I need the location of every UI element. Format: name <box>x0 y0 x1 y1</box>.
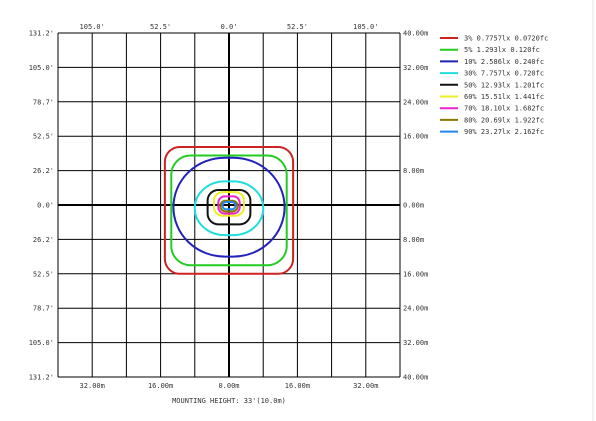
legend-label: 5% 1.293lx 0.120fc <box>464 46 540 54</box>
right-tick-label: 24.00m <box>403 305 428 313</box>
top-tick-label: 0.0' <box>221 23 238 31</box>
legend-label: 70% 18.10lx 1.682fc <box>464 105 544 113</box>
left-tick-label: 131.2' <box>29 30 54 38</box>
right-tick-label: 40.00m <box>403 30 428 38</box>
left-tick-labels: 131.2' 105.0' 78.7' 52.5' 26.2' 0.0' 26.2' 52.5… <box>29 30 54 382</box>
legend-label: 60% 15.51lx 1.441fc <box>464 93 544 101</box>
contour-50pct <box>206 188 252 226</box>
center-axes <box>58 33 400 377</box>
top-tick-label: 52.5' <box>150 23 171 31</box>
right-tick-label: 40.00m <box>403 374 428 382</box>
bottom-tick-labels: 32.00m 16.00m 0.00m 16.00m 32.00m <box>80 382 379 390</box>
left-tick-label: 78.7' <box>33 98 54 106</box>
right-tick-labels: 40.00m 32.00m 24.00m 16.00m 8.00m 0.00m 8.00m 1… <box>403 30 428 382</box>
right-tick-label: 16.00m <box>403 270 428 278</box>
right-tick-label: 8.00m <box>403 236 424 244</box>
legend-label: 80% 20.69lx 1.922fc <box>464 116 544 124</box>
contour-90pct <box>221 200 237 211</box>
left-tick-label: 105.0' <box>29 339 54 347</box>
legend-label: 90% 23.27lx 2.162fc <box>464 128 544 136</box>
contour-3pct <box>163 145 295 275</box>
top-tick-label: 105.0' <box>353 23 378 31</box>
left-tick-label: 52.5' <box>33 133 54 141</box>
bottom-tick-label: 32.00m <box>353 382 378 390</box>
legend-label: 30% 7.757lx 0.720fc <box>464 70 544 78</box>
left-tick-label: 78.7' <box>33 305 54 313</box>
contour-series <box>163 145 295 275</box>
legend-label: 3% 0.7757lx 0.0720fc <box>464 35 548 43</box>
bottom-tick-label: 32.00m <box>80 382 105 390</box>
x-axis-label: MOUNTING HEIGHT: 33'(10.0m) <box>172 397 286 405</box>
bottom-tick-label: 16.00m <box>285 382 310 390</box>
contour-10pct <box>172 156 286 258</box>
legend-label: 10% 2.586lx 0.240fc <box>464 58 544 66</box>
left-tick-label: 26.2' <box>33 167 54 175</box>
contour-30pct <box>193 180 265 237</box>
right-tick-label: 24.00m <box>403 98 428 106</box>
left-tick-label: 0.0' <box>37 202 54 210</box>
left-tick-label: 131.2' <box>29 374 54 382</box>
left-tick-label: 105.0' <box>29 64 54 72</box>
contour-70pct <box>217 195 241 215</box>
left-tick-label: 26.2' <box>33 236 54 244</box>
contour-5pct <box>170 154 288 267</box>
contour-60pct <box>213 191 245 217</box>
left-tick-label: 52.5' <box>33 270 54 278</box>
top-tick-label: 52.5' <box>287 23 308 31</box>
right-tick-label: 32.00m <box>403 339 428 347</box>
top-tick-labels: 105.0' 52.5' 0.0' 52.5' 105.0' <box>80 23 379 31</box>
contour-80pct <box>219 199 239 213</box>
right-tick-label: 32.00m <box>403 64 428 72</box>
legend-label: 50% 12.93lx 1.201fc <box>464 81 544 89</box>
right-tick-label: 16.00m <box>403 133 428 141</box>
right-tick-label: 8.00m <box>403 167 424 175</box>
bottom-tick-label: 16.00m <box>148 382 173 390</box>
bottom-tick-label: 0.00m <box>218 382 239 390</box>
top-tick-label: 105.0' <box>80 23 105 31</box>
right-tick-label: 0.00m <box>403 202 424 210</box>
legend: 3% 0.7757lx 0.0720fc 5% 1.293lx 0.120fc 10… <box>440 35 548 136</box>
